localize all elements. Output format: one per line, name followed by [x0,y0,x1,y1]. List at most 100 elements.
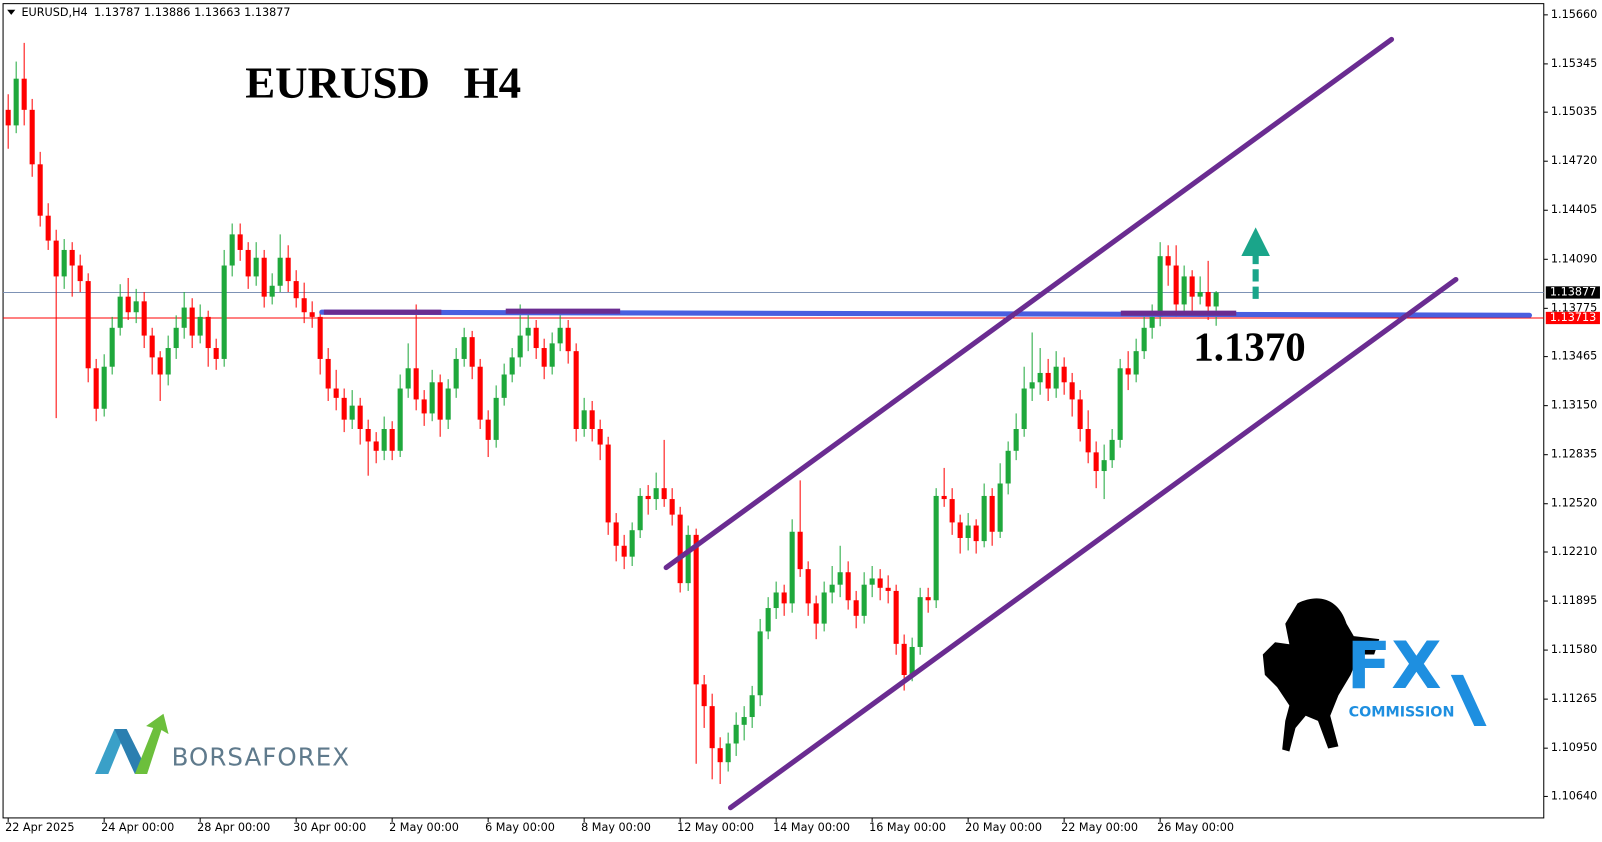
y-tick-label: 1.14090 [1551,252,1597,265]
candle-body [901,643,907,675]
candle-body [125,296,131,313]
candle-body [13,78,19,126]
candle-body [1165,256,1171,266]
candle-body [437,382,443,420]
candle-body [365,428,371,442]
candle-body [181,307,187,328]
candle-body [1037,372,1043,383]
candle-body [685,534,691,584]
plot-frame [2,3,1545,819]
candle-body [1005,450,1011,484]
candle-body [1125,368,1131,375]
candle-body [989,495,995,532]
candle-body [29,109,35,165]
candle-body [85,281,91,369]
candle-body [5,109,11,126]
candle-body [53,240,59,277]
candle-body [557,327,563,344]
candle-body [477,366,483,420]
candle-body [397,388,403,451]
candle-body [325,358,331,389]
candle-body [981,495,987,542]
candle-body [717,748,723,763]
header-high: 1.13886 [144,6,190,19]
bid-tag [1545,286,1600,299]
candle-body [613,522,619,546]
candle-body [1109,439,1115,461]
candle-body [533,327,539,349]
candle-body [1061,366,1067,383]
candle-body [245,249,251,277]
x-tick-label: 20 May 00:00 [965,821,1042,834]
x-tick-label: 14 May 00:00 [773,821,850,834]
candle-body [237,234,243,250]
x-tick-label: 26 May 00:00 [1157,821,1234,834]
candle-body [813,603,819,624]
candle-body [549,343,555,367]
candle-body [45,215,51,241]
candle-body [229,234,235,266]
candle-body [637,495,643,531]
candle-body [133,301,139,313]
logo-right: FX COMMISSION [1262,598,1487,752]
candle-body [773,592,779,609]
y-tick-label: 1.13465 [1551,350,1597,363]
channel-lower [727,276,1459,811]
candle-body [853,600,859,616]
candle-body [1149,316,1155,328]
candle-body [605,444,611,523]
logo-shape [134,713,169,774]
y-tick-label: 1.14720 [1551,154,1597,167]
y-tick-label: 1.15345 [1551,57,1597,70]
candle-body [165,348,171,375]
candle-body [765,608,771,632]
candle-body [677,514,683,584]
candle-body [453,358,459,389]
candle-body [37,164,43,216]
candle-body [493,397,499,440]
candle-body [693,534,699,685]
candle-body [1157,256,1163,317]
annotation: 1.1370 [1193,324,1305,369]
candle-body [405,368,411,389]
candle-body [573,351,579,429]
candle-body [669,499,675,515]
candle-body [925,597,931,601]
logo-left: BORSAFOREX [95,713,350,774]
candle-body [909,646,915,675]
candle-body [645,495,651,500]
x-tick-label: 22 Apr 2025 [5,821,74,834]
x-tick-label: 28 Apr 00:00 [197,821,270,834]
candle-body [173,327,179,349]
support-line [319,309,1533,318]
logo-main: FX [1347,628,1442,704]
candle-body [661,488,667,500]
candle-body [933,495,939,601]
candle-body [381,428,387,451]
candle-body [445,388,451,420]
logo-text: BORSAFOREX [172,743,350,772]
candle-body [1189,276,1195,297]
candle-body [117,296,123,328]
candle-body [917,597,923,647]
candle-body [77,265,83,282]
candle-body [757,631,763,696]
candle-body [581,410,587,429]
candle-body [709,706,715,749]
candle-body [829,584,835,593]
candle-body [805,569,811,604]
x-tick-label: 12 May 00:00 [677,821,754,834]
candle-body [221,265,227,359]
candle-body [1197,291,1203,297]
candle-body [429,382,435,414]
candle-body [1069,382,1075,400]
candle-body [1085,428,1091,453]
candle-body [421,399,427,414]
candle-body [469,337,475,367]
candle-body [741,717,747,725]
candle-body [629,530,635,557]
candle-body [877,578,883,588]
candle-body [213,348,219,359]
y-tick-label: 1.10640 [1551,789,1597,802]
